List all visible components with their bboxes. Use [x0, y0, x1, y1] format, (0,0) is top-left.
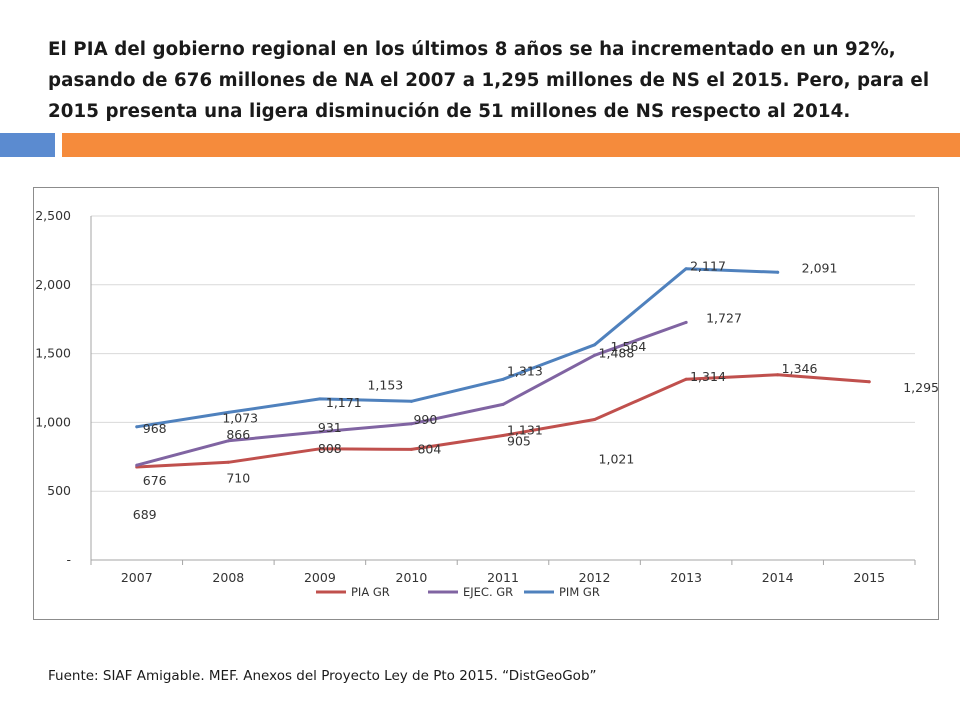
y-tick-label: 2,500	[35, 208, 71, 223]
series-line-ejec-gr	[135, 320, 688, 467]
y-tick-label: 500	[47, 483, 71, 498]
legend-label: PIM GR	[559, 585, 600, 599]
data-label-ejec-gr: 931	[318, 420, 342, 435]
chart-container: - 500 1,000 1,500 2,000 2,500 2007 2008 2009 2010…	[33, 187, 939, 620]
data-label-pim-gr: 1,564	[611, 339, 647, 354]
data-point-pia-gr	[684, 377, 688, 381]
data-label-ejec-gr: 866	[226, 427, 250, 442]
data-point-ejec-gr	[684, 320, 688, 324]
data-label-pia-gr: 676	[143, 473, 167, 488]
data-label-pia-gr: 1,314	[690, 369, 726, 384]
data-label-ejec-gr: 689	[133, 507, 157, 522]
data-label-ejec-gr: 1,488	[599, 345, 635, 360]
data-label-pia-gr: 1,021	[599, 452, 635, 467]
data-point-pim-gr	[135, 425, 139, 429]
data-point-ejec-gr	[501, 402, 505, 406]
data-label-pia-gr: 1,346	[782, 361, 818, 376]
data-point-pia-gr	[593, 418, 597, 422]
data-label-pim-gr: 1,073	[222, 410, 258, 425]
legend-label: PIA GR	[351, 585, 390, 599]
data-point-pim-gr	[226, 410, 230, 414]
data-label-pia-gr: 808	[318, 441, 342, 456]
source-note: Fuente: SIAF Amigable. MEF. Anexos del P…	[48, 668, 597, 684]
data-point-pia-gr	[867, 380, 871, 384]
x-tick-label: 2010	[396, 570, 428, 585]
data-label-ejec-gr: 1,131	[507, 422, 543, 437]
data-label-pim-gr: 968	[143, 421, 167, 436]
data-point-pim-gr	[776, 270, 780, 274]
x-tick-label: 2015	[853, 570, 885, 585]
x-tick-label: 2008	[212, 570, 244, 585]
y-tick-label: 1,500	[35, 346, 71, 361]
data-point-ejec-gr	[135, 463, 139, 467]
series-line-pim-gr	[135, 267, 780, 429]
data-point-pim-gr	[684, 267, 688, 271]
line-chart: - 500 1,000 1,500 2,000 2,500 2007 2008 2009 2010…	[35, 208, 938, 599]
data-label-pim-gr: 1,171	[326, 395, 362, 410]
legend-label: EJEC. GR	[463, 585, 513, 599]
x-tick-label: 2011	[487, 570, 519, 585]
data-point-pia-gr	[776, 373, 780, 377]
data-point-pim-gr	[318, 397, 322, 401]
data-point-pia-gr	[409, 447, 413, 451]
data-point-pim-gr	[501, 377, 505, 381]
data-point-ejec-gr	[409, 422, 413, 426]
data-label-ejec-gr: 1,727	[706, 310, 742, 325]
data-label-pim-gr: 2,117	[690, 259, 726, 274]
slide-title: El PIA del gobierno regional en los últi…	[48, 39, 930, 122]
data-label-pim-gr: 2,091	[802, 260, 838, 275]
data-label-pia-gr: 710	[226, 470, 250, 485]
x-tick-label: 2007	[121, 570, 153, 585]
y-tick-label: 2,000	[35, 277, 71, 292]
data-label-pia-gr: 905	[507, 433, 531, 448]
accent-bar-orange	[62, 133, 960, 157]
data-label-pim-gr: 1,153	[367, 377, 403, 392]
data-label-pia-gr: 804	[417, 441, 441, 456]
data-label-pia-gr: 1,295	[903, 380, 938, 395]
data-point-pim-gr	[593, 343, 597, 347]
data-point-pim-gr	[409, 399, 413, 403]
data-point-pia-gr	[318, 447, 322, 451]
data-label-pim-gr: 1,313	[507, 363, 543, 378]
data-label-ejec-gr: 990	[413, 412, 437, 427]
y-tick-label: 1,000	[35, 414, 71, 429]
data-point-ejec-gr	[318, 430, 322, 434]
data-point-pia-gr	[226, 460, 230, 464]
x-tick-label: 2014	[762, 570, 794, 585]
x-tick-label: 2009	[304, 570, 336, 585]
x-tick-label: 2012	[579, 570, 611, 585]
data-point-ejec-gr	[226, 439, 230, 443]
y-tick-label: -	[66, 552, 71, 567]
data-point-ejec-gr	[593, 353, 597, 357]
data-point-pia-gr	[501, 433, 505, 437]
accent-bar-blue	[0, 133, 55, 157]
x-tick-label: 2013	[670, 570, 702, 585]
